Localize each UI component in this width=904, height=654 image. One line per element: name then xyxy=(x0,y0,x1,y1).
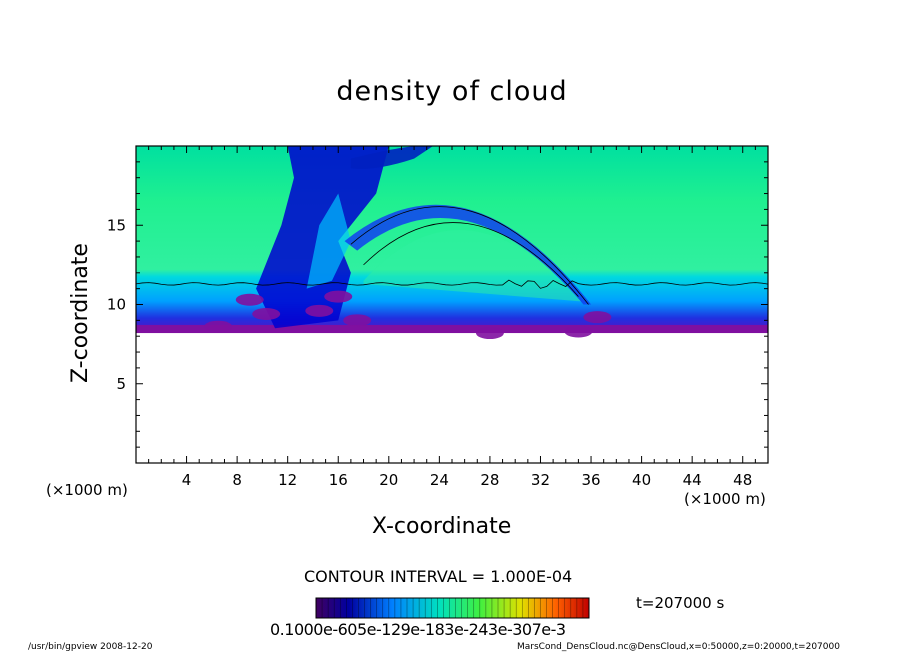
colorbar xyxy=(315,597,590,619)
x-tick-label: 48 xyxy=(733,471,752,489)
x-tick-label: 24 xyxy=(430,471,449,489)
colorbar-labels: 0.1000e-605e-129e-183e-243e-307e-3 xyxy=(270,620,566,639)
x-tick-label: 20 xyxy=(379,471,398,489)
colorbar-stripes xyxy=(321,598,584,618)
x-axis-label: X-coordinate xyxy=(372,514,512,539)
dome-contour xyxy=(350,206,589,305)
x-tick-label: 12 xyxy=(278,471,297,489)
x-tick-label: 28 xyxy=(480,471,499,489)
base-blob xyxy=(564,325,593,338)
x-unit-right: (×1000 m) xyxy=(684,490,766,508)
dome-contour-inner xyxy=(363,222,579,297)
x-tick-label: 44 xyxy=(683,471,702,489)
cloud-base-band xyxy=(136,325,768,334)
contour-line xyxy=(136,279,768,289)
x-tick-label: 16 xyxy=(329,471,348,489)
base-blob xyxy=(235,293,264,306)
heatmap-field xyxy=(136,146,768,340)
contour-interval-text: CONTOUR INTERVAL = 1.000E-04 xyxy=(304,567,573,586)
x-tick-label: 36 xyxy=(581,471,600,489)
y-axis-label: Z-coordinate xyxy=(68,243,93,383)
x-tick-label: 8 xyxy=(232,471,242,489)
base-blob xyxy=(252,308,281,321)
base-blob xyxy=(204,320,233,333)
x-unit-left: (×1000 m) xyxy=(46,481,128,499)
base-blob xyxy=(305,304,334,317)
tick-marks xyxy=(136,146,768,463)
base-blob xyxy=(475,327,504,340)
left-plume-inner xyxy=(306,193,351,289)
chart-title: density of cloud xyxy=(336,76,568,107)
x-tick-label: 32 xyxy=(531,471,550,489)
dome-band xyxy=(344,204,592,305)
x-tick-label: 4 xyxy=(182,471,192,489)
x-tick-label: 40 xyxy=(632,471,651,489)
top-wisp xyxy=(350,146,434,169)
base-blob xyxy=(324,290,353,303)
footer-source: MarsCond_DensCloud.nc@DensCloud,x=0:5000… xyxy=(517,642,840,652)
y-tick-label: 5 xyxy=(116,375,126,393)
y-tick-label: 15 xyxy=(107,216,126,234)
footer-command: /usr/bin/gpview 2008-12-20 xyxy=(28,642,153,652)
base-blob xyxy=(583,311,612,324)
time-label: t=207000 s xyxy=(636,594,725,612)
y-tick-label: 10 xyxy=(107,296,126,314)
base-blob xyxy=(343,314,372,327)
